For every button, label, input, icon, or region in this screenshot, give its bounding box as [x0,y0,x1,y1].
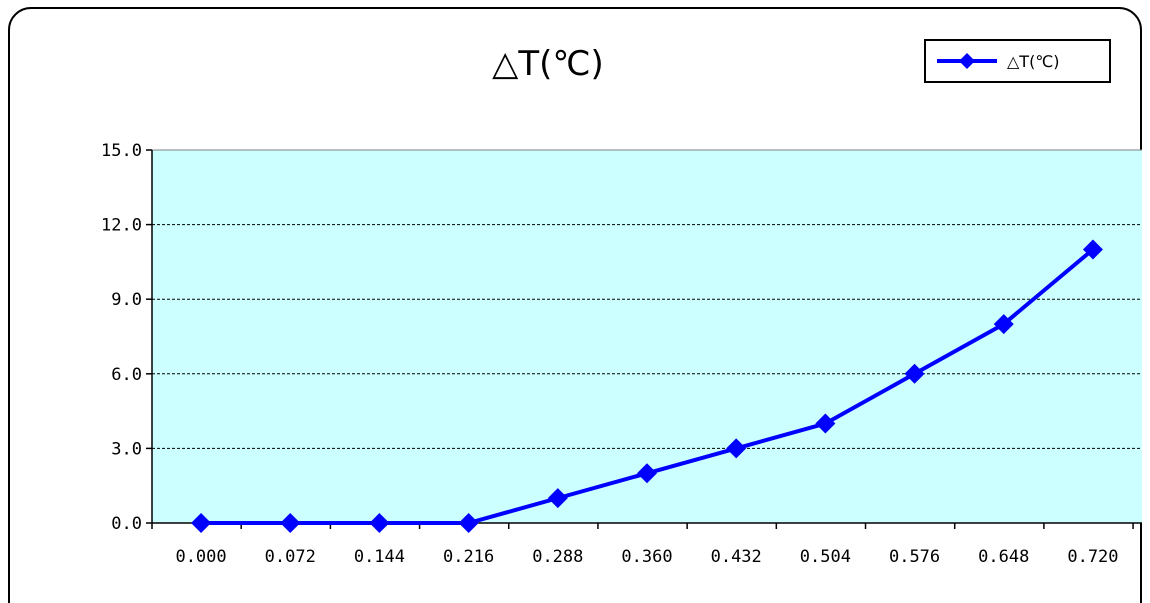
grid-lines [152,149,1142,449]
y-tick-label: 3.0 [111,439,142,459]
data-point-marker [815,413,836,434]
data-point-marker [993,314,1014,335]
data-point-marker [1082,239,1103,260]
x-tick-label: 0.720 [1067,547,1118,567]
data-point-marker [904,363,925,384]
chart-title: △T(℃) [492,44,604,84]
data-point-marker [191,513,212,533]
x-tick-label: 0.360 [621,547,672,567]
x-tick-label: 0.576 [889,547,940,567]
legend-marker-sample [959,53,975,69]
series-line [191,239,1103,533]
y-tick-label: 0.0 [111,514,142,534]
x-tick-label: 0.432 [711,547,762,567]
x-tick-label: 0.216 [443,547,494,567]
plot-area [152,150,1142,523]
x-tick-label: 0.648 [978,547,1029,567]
x-axis-ticks: 0.000 0.072 0.144 0.216 0.288 0.360 0.432 0.504… [151,523,1134,567]
y-tick-label: 12.0 [101,216,142,236]
x-tick-label: 0.072 [265,547,316,567]
data-point-marker [547,488,568,509]
y-tick-label: 9.0 [111,290,142,310]
y-tick-label: 15.0 [101,141,142,161]
y-tick-label: 6.0 [111,365,142,385]
y-axis-ticks: 0.0 3.0 6.0 9.0 12.0 15.0 [101,141,152,534]
x-tick-label: 0.288 [532,547,583,567]
x-tick-label: 0.504 [800,547,851,567]
x-tick-label: 0.000 [175,547,226,567]
legend-label: △T(℃) [1007,52,1060,71]
data-point-marker [458,513,479,533]
data-point-marker [369,513,390,533]
legend: △T(℃) [924,39,1111,83]
x-tick-label: 0.144 [354,547,405,567]
data-point-marker [280,513,301,533]
data-point-marker [726,438,747,459]
data-point-marker [637,463,657,484]
